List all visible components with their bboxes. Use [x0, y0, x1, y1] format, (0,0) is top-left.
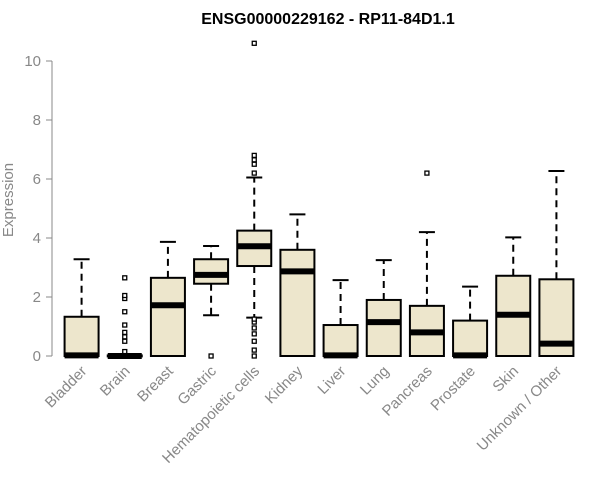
- chart-title: ENSG00000229162 - RP11-84D1.1: [201, 11, 455, 28]
- x-tick-label: Brain: [97, 363, 134, 400]
- x-tick-label: Breast: [134, 362, 177, 405]
- outlier-point: [122, 322, 128, 328]
- box-pancreas: [408, 170, 445, 358]
- outlier-point: [122, 309, 128, 315]
- boxes-layer: [63, 40, 575, 359]
- x-tick-label: Lung: [357, 363, 393, 399]
- outlier-point: [251, 152, 257, 159]
- outlier-point: [251, 157, 257, 163]
- y-tick-label: 0: [33, 348, 41, 365]
- outlier-point: [251, 161, 257, 167]
- iqr-box: [149, 276, 186, 358]
- x-tick-label: Prostate: [427, 363, 479, 415]
- box-liver: [322, 279, 359, 359]
- outlier-point: [122, 338, 128, 344]
- y-tick-label: 2: [33, 289, 41, 306]
- outlier-point: [251, 325, 257, 331]
- outlier-point: [122, 292, 128, 299]
- box-hematopoietic-cells: [236, 40, 273, 359]
- x-tick-label: Liver: [314, 363, 349, 398]
- outlier-point: [251, 353, 257, 359]
- outlier-point: [251, 331, 257, 337]
- outlier-point: [251, 347, 257, 353]
- outlier-point: [251, 316, 257, 322]
- iqr-box: [452, 319, 489, 358]
- x-tick-label: Skin: [489, 363, 522, 396]
- outlier-point: [424, 170, 430, 176]
- iqr-box: [365, 298, 402, 358]
- iqr-box: [63, 315, 100, 358]
- box-lung: [365, 259, 402, 358]
- iqr-box: [279, 248, 316, 357]
- box-gastric: [193, 244, 230, 359]
- y-axis-label: Expression: [0, 163, 17, 237]
- outlier-point: [122, 348, 128, 355]
- y-tick-label: 8: [33, 112, 41, 129]
- box-bladder: [63, 258, 100, 359]
- box-prostate: [452, 285, 489, 359]
- x-tick-label: Bladder: [42, 363, 91, 412]
- outlier-point: [251, 338, 257, 344]
- box-kidney: [279, 213, 316, 357]
- outlier-point: [251, 40, 257, 46]
- box-skin: [495, 236, 532, 358]
- outlier-point: [122, 329, 128, 336]
- iqr-box: [322, 324, 359, 357]
- y-axis: 0 2 4 6 8 10: [24, 53, 53, 365]
- iqr-box: [193, 258, 230, 285]
- y-tick-label: 10: [24, 53, 41, 70]
- outlier-point: [208, 353, 214, 359]
- x-tick-label: Kidney: [262, 362, 307, 407]
- outlier-point: [122, 334, 128, 340]
- box-unknown-other: [538, 170, 575, 357]
- y-tick-label: 6: [33, 171, 41, 188]
- box-breast: [149, 240, 186, 358]
- outlier-point: [122, 275, 128, 281]
- outlier-point: [251, 170, 257, 176]
- y-tick-label: 4: [33, 230, 41, 247]
- box-brain: [106, 275, 143, 359]
